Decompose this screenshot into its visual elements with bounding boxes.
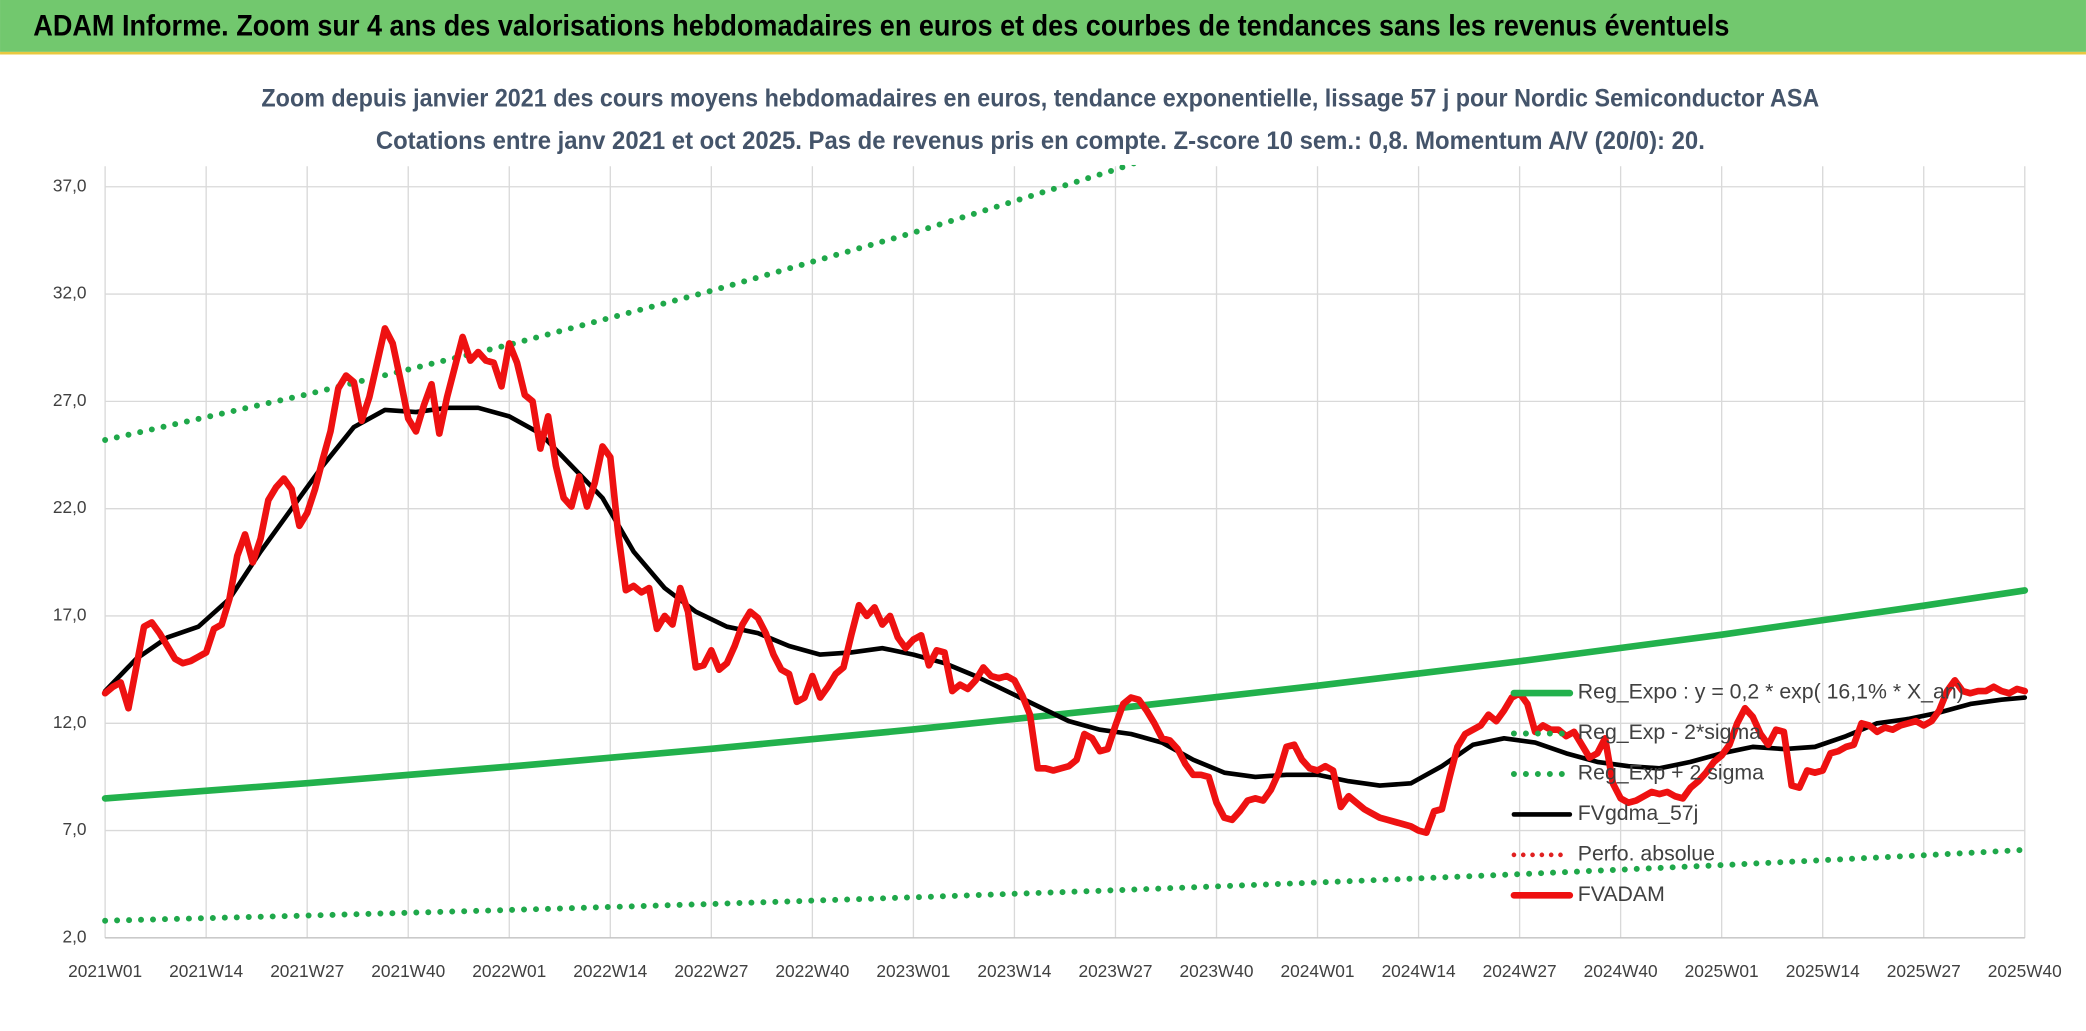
x-tick-label: 2025W40 bbox=[1988, 961, 2062, 981]
x-tick-label: 2024W01 bbox=[1281, 961, 1355, 981]
legend-label: FVADAM bbox=[1578, 882, 1665, 906]
x-tick-label: 2025W01 bbox=[1685, 961, 1759, 981]
x-tick-label: 2021W14 bbox=[169, 961, 243, 981]
x-tick-label: 2025W14 bbox=[1786, 961, 1860, 981]
x-tick-label: 2023W40 bbox=[1180, 961, 1254, 981]
y-tick-label: 17,0 bbox=[53, 605, 87, 625]
series-line bbox=[101, 587, 2029, 802]
x-tick-label: 2022W01 bbox=[472, 961, 546, 981]
x-tick-label: 2024W40 bbox=[1584, 961, 1658, 981]
header-banner bbox=[0, 0, 2086, 52]
x-tick-label: 2023W01 bbox=[876, 961, 950, 981]
x-tick-label: 2021W27 bbox=[270, 961, 344, 981]
x-tick-label: 2022W40 bbox=[775, 961, 849, 981]
y-tick-label: 22,0 bbox=[53, 497, 87, 517]
x-tick-label: 2022W27 bbox=[674, 961, 748, 981]
header-title: ADAM Informe. Zoom sur 4 ans des valoris… bbox=[33, 11, 1729, 43]
x-tick-label: 2021W01 bbox=[68, 961, 142, 981]
series-group bbox=[101, 122, 2029, 924]
x-tick-label: 2023W14 bbox=[977, 961, 1051, 981]
chart-title: Zoom depuis janvier 2021 des cours moyen… bbox=[261, 84, 1819, 112]
y-tick-label: 2,0 bbox=[62, 926, 86, 946]
y-tick-label: 12,0 bbox=[53, 712, 87, 732]
y-tick-label: 7,0 bbox=[62, 819, 86, 839]
legend: Reg_Expo : y = 0,2 * exp( 16,1% * X_an) R… bbox=[1510, 680, 1964, 906]
series-line bbox=[101, 325, 2029, 837]
y-tick-label: 32,0 bbox=[53, 283, 87, 303]
series-line bbox=[102, 846, 2028, 924]
title-background bbox=[252, 79, 1830, 165]
x-tick-label: 2022W14 bbox=[573, 961, 647, 981]
grid: 2,0 7,0 12,0 17,0 22,0 27,0 32,0 37,0 2021W01 202… bbox=[53, 166, 2062, 981]
x-tick-label: 2024W14 bbox=[1382, 961, 1456, 981]
y-tick-label: 37,0 bbox=[53, 175, 87, 195]
chart-subtitle: Cotations entre janv 2021 et oct 2025. P… bbox=[376, 127, 1705, 155]
y-tick-label: 27,0 bbox=[53, 390, 87, 410]
series-line bbox=[102, 122, 1264, 443]
legend-label: Reg_Exp + 2 sigma bbox=[1578, 761, 1764, 785]
x-tick-label: 2021W40 bbox=[371, 961, 445, 981]
x-tick-label: 2023W27 bbox=[1078, 961, 1152, 981]
series-line bbox=[102, 405, 2028, 788]
legend-label: FVgdma_57j bbox=[1578, 801, 1699, 825]
x-tick-label: 2024W27 bbox=[1483, 961, 1557, 981]
legend-label: Perfo. absolue bbox=[1578, 841, 1715, 865]
x-tick-label: 2025W27 bbox=[1887, 961, 1961, 981]
legend-label: Reg_Exp - 2*sigma bbox=[1578, 720, 1761, 744]
legend-label: Reg_Expo : y = 0,2 * exp( 16,1% * X_an) bbox=[1578, 680, 1964, 704]
